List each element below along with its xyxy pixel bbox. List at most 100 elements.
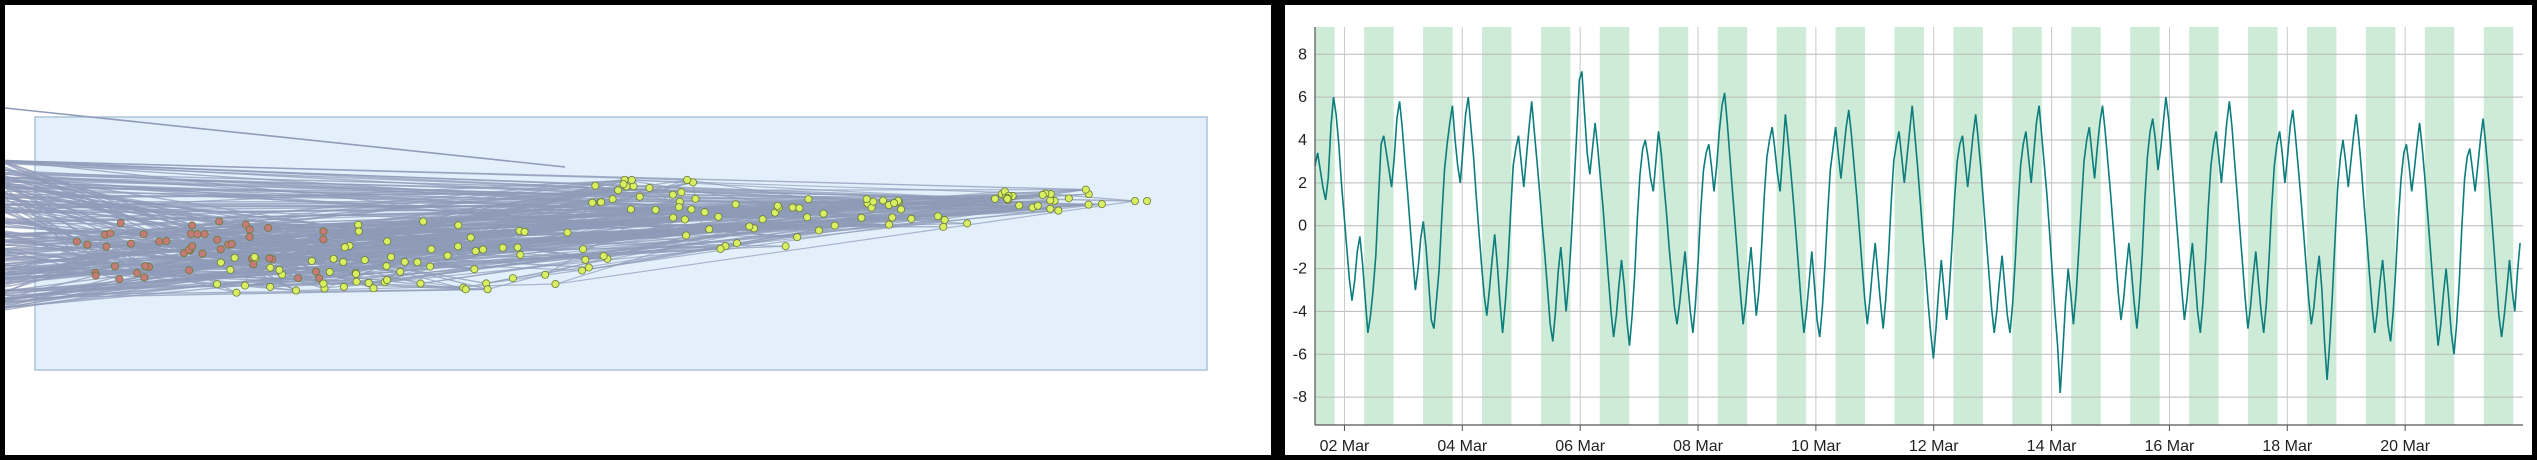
graph-node[interactable] bbox=[72, 237, 81, 246]
graph-node[interactable] bbox=[888, 213, 897, 222]
graph-node[interactable] bbox=[471, 247, 480, 256]
graph-node[interactable] bbox=[325, 267, 334, 276]
graph-node[interactable] bbox=[619, 180, 628, 189]
graph-node[interactable] bbox=[311, 267, 320, 276]
graph-node[interactable] bbox=[758, 215, 767, 224]
graph-node[interactable] bbox=[264, 223, 273, 232]
graph-node[interactable] bbox=[674, 203, 683, 212]
graph-node[interactable] bbox=[541, 270, 550, 279]
graph-node[interactable] bbox=[716, 244, 725, 253]
graph-node[interactable] bbox=[133, 269, 142, 278]
graph-node[interactable] bbox=[1054, 206, 1063, 215]
graph-node[interactable] bbox=[400, 257, 409, 266]
graph-node[interactable] bbox=[714, 212, 723, 221]
graph-node[interactable] bbox=[241, 281, 250, 290]
graph-node[interactable] bbox=[669, 213, 678, 222]
graph-node[interactable] bbox=[700, 208, 709, 217]
graph-node[interactable] bbox=[498, 243, 507, 252]
graph-node[interactable] bbox=[339, 258, 348, 267]
graph-node[interactable] bbox=[1097, 200, 1106, 209]
graph-node[interactable] bbox=[110, 262, 119, 271]
graph-node[interactable] bbox=[1015, 201, 1024, 210]
graph-node[interactable] bbox=[162, 237, 171, 246]
graph-node[interactable] bbox=[551, 280, 560, 289]
graph-node[interactable] bbox=[329, 254, 338, 263]
graph-node[interactable] bbox=[230, 253, 239, 262]
graph-node[interactable] bbox=[705, 225, 714, 234]
graph-node[interactable] bbox=[830, 221, 839, 230]
graph-node[interactable] bbox=[382, 262, 391, 271]
graph-node[interactable] bbox=[907, 214, 916, 223]
graph-node[interactable] bbox=[387, 252, 396, 261]
graph-node[interactable] bbox=[869, 197, 878, 206]
graph-node[interactable] bbox=[383, 237, 392, 246]
graph-node[interactable] bbox=[292, 286, 301, 295]
graph-node[interactable] bbox=[265, 254, 274, 263]
graph-node[interactable] bbox=[788, 203, 797, 212]
graph-node[interactable] bbox=[193, 230, 202, 239]
graph-node[interactable] bbox=[232, 288, 241, 297]
graph-node[interactable] bbox=[933, 212, 942, 221]
graph-node[interactable] bbox=[250, 253, 259, 262]
graph-node[interactable] bbox=[578, 266, 587, 275]
graph-node[interactable] bbox=[795, 204, 804, 213]
graph-node[interactable] bbox=[680, 215, 689, 224]
graph-node[interactable] bbox=[413, 258, 422, 267]
graph-node[interactable] bbox=[1038, 190, 1047, 199]
graph-node[interactable] bbox=[635, 192, 644, 201]
graph-node[interactable] bbox=[1033, 201, 1042, 210]
graph-node[interactable] bbox=[454, 242, 463, 251]
graph-node[interactable] bbox=[803, 213, 812, 222]
graph-node[interactable] bbox=[307, 256, 316, 265]
graph-node[interactable] bbox=[319, 227, 328, 236]
graph-node[interactable] bbox=[339, 282, 348, 291]
graph-node[interactable] bbox=[626, 205, 635, 214]
graph-node[interactable] bbox=[588, 198, 597, 207]
graph-node[interactable] bbox=[155, 237, 164, 246]
graph-node[interactable] bbox=[185, 266, 194, 275]
network-graph-view[interactable] bbox=[5, 5, 1271, 455]
graph-node[interactable] bbox=[563, 228, 572, 237]
graph-node[interactable] bbox=[364, 278, 373, 287]
graph-node[interactable] bbox=[319, 279, 328, 288]
graph-node[interactable] bbox=[427, 245, 436, 254]
graph-node[interactable] bbox=[520, 227, 529, 236]
graph-node[interactable] bbox=[991, 194, 1000, 203]
graph-node[interactable] bbox=[419, 217, 428, 226]
graph-node[interactable] bbox=[91, 271, 100, 280]
graph-node[interactable] bbox=[470, 265, 479, 274]
graph-node[interactable] bbox=[897, 205, 906, 214]
graph-node[interactable] bbox=[354, 220, 363, 229]
graph-node[interactable] bbox=[614, 186, 623, 195]
graph-node[interactable] bbox=[516, 250, 525, 259]
graph-node[interactable] bbox=[939, 222, 948, 231]
graph-node[interactable] bbox=[599, 252, 608, 261]
graph-node[interactable] bbox=[1064, 194, 1073, 203]
graph-node[interactable] bbox=[200, 230, 209, 239]
graph-node[interactable] bbox=[890, 199, 899, 208]
graph-node[interactable] bbox=[360, 256, 369, 265]
graph-node[interactable] bbox=[885, 220, 894, 229]
graph-node[interactable] bbox=[804, 195, 813, 204]
graph-node[interactable] bbox=[141, 261, 150, 270]
graph-node[interactable] bbox=[478, 245, 487, 254]
graph-node[interactable] bbox=[814, 226, 823, 235]
graph-node[interactable] bbox=[369, 284, 378, 293]
graph-node[interactable] bbox=[591, 181, 600, 190]
graph-node[interactable] bbox=[266, 263, 275, 272]
graph-node[interactable] bbox=[216, 258, 225, 267]
graph-node[interactable] bbox=[116, 219, 125, 228]
graph-node[interactable] bbox=[597, 198, 606, 207]
graph-node[interactable] bbox=[83, 240, 92, 249]
graph-node[interactable] bbox=[683, 175, 692, 184]
graph-node[interactable] bbox=[862, 195, 871, 204]
graph-node[interactable] bbox=[215, 217, 224, 226]
graph-node[interactable] bbox=[668, 190, 677, 199]
graph-node[interactable] bbox=[645, 183, 654, 192]
graph-node[interactable] bbox=[781, 242, 790, 251]
graph-node[interactable] bbox=[1084, 200, 1093, 209]
graph-node[interactable] bbox=[819, 209, 828, 218]
graph-node[interactable] bbox=[1081, 185, 1090, 194]
graph-node[interactable] bbox=[198, 249, 207, 258]
graph-node[interactable] bbox=[483, 285, 492, 294]
